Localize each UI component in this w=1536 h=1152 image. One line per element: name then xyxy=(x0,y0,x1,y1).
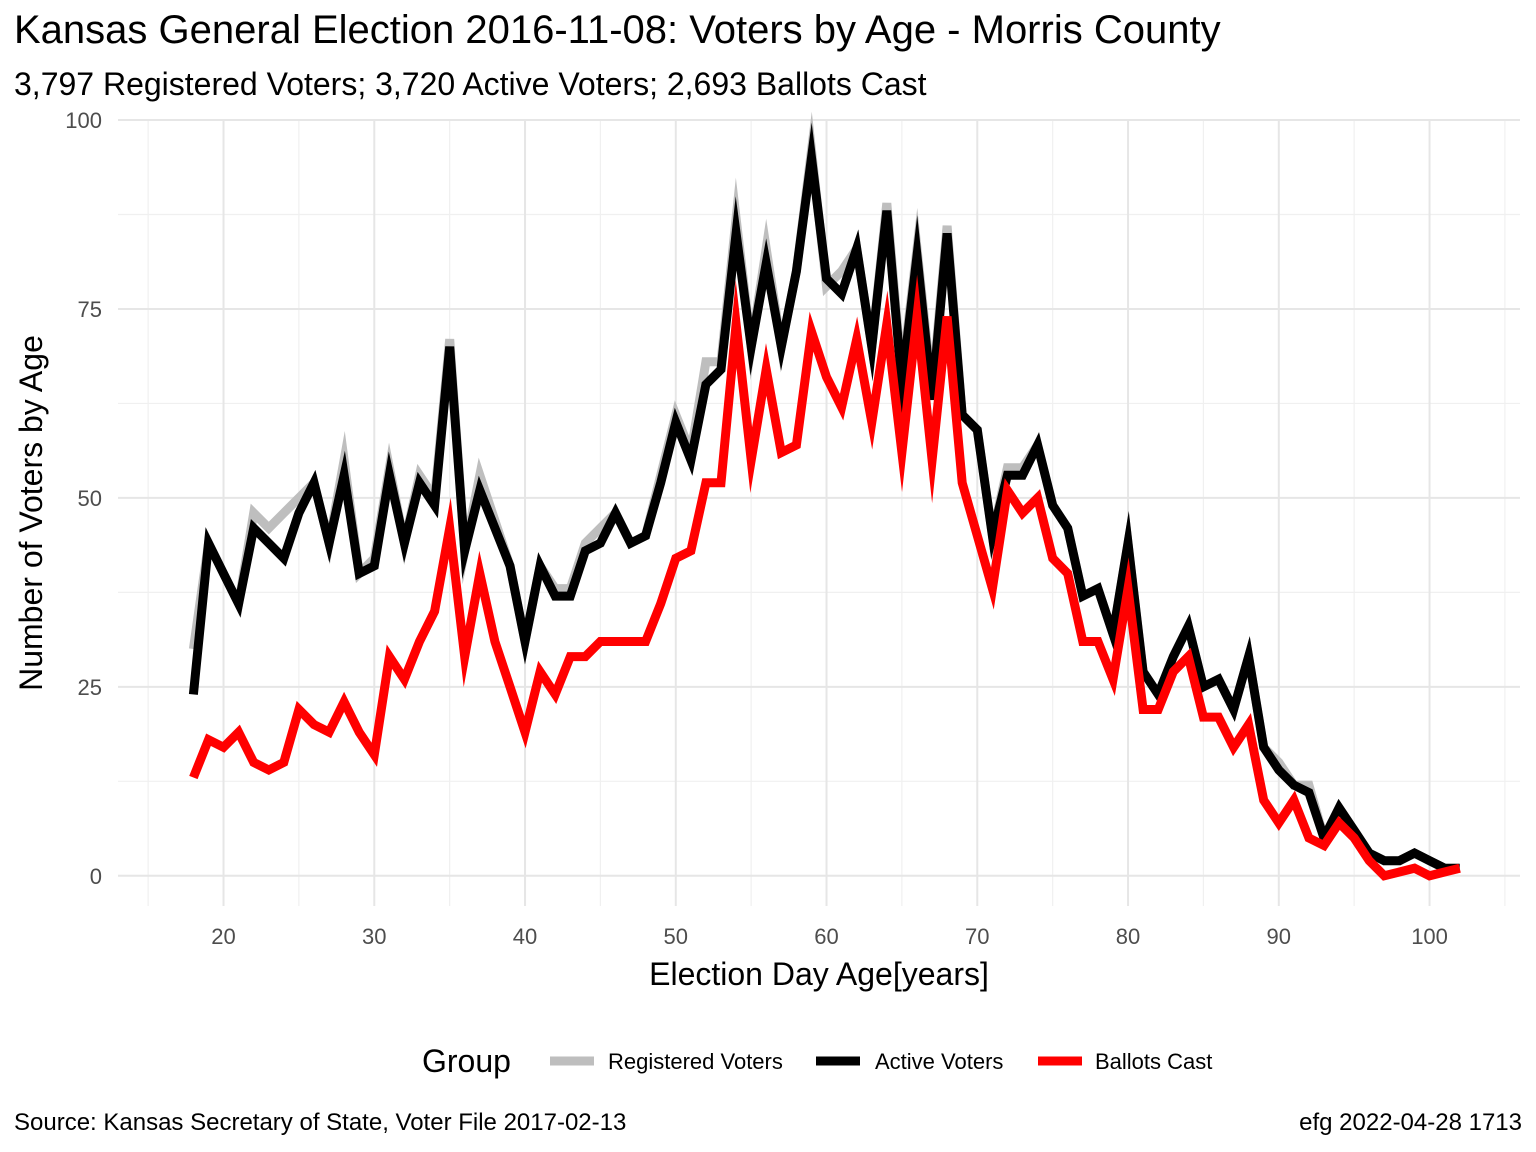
legend-label-active-voters: Active Voters xyxy=(875,1049,1003,1074)
x-tick-label: 70 xyxy=(965,924,989,949)
chart-subtitle: 3,797 Registered Voters; 3,720 Active Vo… xyxy=(14,66,927,102)
x-tick-label: 40 xyxy=(513,924,537,949)
y-axis-title: Number of Voters by Age xyxy=(13,335,49,691)
legend-label-ballots-cast: Ballots Cast xyxy=(1095,1049,1212,1074)
legend-label-registered-voters: Registered Voters xyxy=(608,1049,783,1074)
legend-title: Group xyxy=(422,1043,511,1079)
series-line-ballots-cast xyxy=(189,274,1461,881)
x-tick-label: 60 xyxy=(814,924,838,949)
x-tick-label: 20 xyxy=(211,924,235,949)
series-lines xyxy=(188,111,1461,881)
x-tick-label: 30 xyxy=(362,924,386,949)
grid-lines xyxy=(118,119,1520,906)
y-tick-label: 25 xyxy=(78,675,102,700)
x-tick-label: 90 xyxy=(1267,924,1291,949)
source-note: Source: Kansas Secretary of State, Voter… xyxy=(14,1109,627,1136)
x-tick-label: 80 xyxy=(1116,924,1140,949)
x-tick-label: 100 xyxy=(1411,924,1448,949)
credit-note: efg 2022-04-28 1713 xyxy=(1299,1109,1522,1136)
x-tick-label: 50 xyxy=(664,924,688,949)
y-tick-label: 75 xyxy=(78,297,102,322)
y-tick-label: 0 xyxy=(90,864,102,889)
legend: Group Registered Voters Active Voters Ball… xyxy=(422,1043,1212,1079)
chart-title: Kansas General Election 2016-11-08: Vote… xyxy=(14,8,1221,52)
x-axis-title: Election Day Age[years] xyxy=(649,956,989,992)
y-tick-label: 100 xyxy=(65,108,102,133)
series-line-active-voters xyxy=(188,122,1460,873)
y-tick-label: 50 xyxy=(78,486,102,511)
tick-labels: 20 30 40 50 60 70 80 90 100 0 25 50 75 100 xyxy=(65,108,1448,949)
